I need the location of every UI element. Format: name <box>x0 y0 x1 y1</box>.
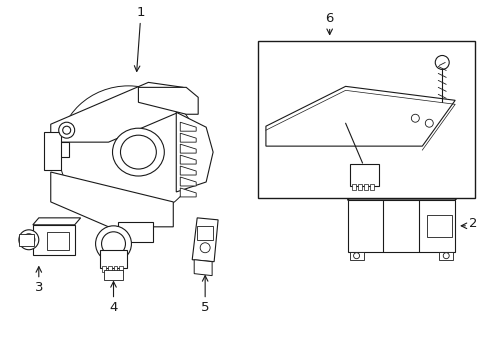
Bar <box>47 232 69 250</box>
Bar <box>101 266 105 272</box>
Bar <box>114 266 118 272</box>
Text: 1: 1 <box>136 6 145 19</box>
Polygon shape <box>119 222 153 242</box>
Bar <box>197 226 213 240</box>
Text: 4: 4 <box>109 301 118 314</box>
Ellipse shape <box>113 128 164 176</box>
Bar <box>352 184 356 190</box>
Ellipse shape <box>121 135 156 169</box>
Polygon shape <box>266 86 455 146</box>
Ellipse shape <box>354 253 360 259</box>
Text: 3: 3 <box>35 281 43 294</box>
Bar <box>364 184 368 190</box>
Bar <box>369 184 373 190</box>
Bar <box>347 200 455 252</box>
Ellipse shape <box>443 253 449 259</box>
Polygon shape <box>51 82 183 142</box>
Ellipse shape <box>101 232 125 256</box>
Polygon shape <box>44 132 61 170</box>
Ellipse shape <box>91 116 166 188</box>
Polygon shape <box>176 112 213 192</box>
Polygon shape <box>180 166 196 175</box>
Bar <box>99 250 127 268</box>
Polygon shape <box>180 155 196 164</box>
Polygon shape <box>33 218 81 225</box>
Ellipse shape <box>26 237 32 243</box>
Ellipse shape <box>19 230 39 250</box>
Text: 5: 5 <box>201 301 209 314</box>
Polygon shape <box>180 177 196 186</box>
Bar <box>358 184 362 190</box>
Bar <box>107 266 112 272</box>
Ellipse shape <box>200 243 210 253</box>
Ellipse shape <box>425 119 433 127</box>
Bar <box>258 41 475 198</box>
Bar <box>103 270 123 280</box>
Ellipse shape <box>63 126 71 134</box>
Bar <box>33 225 74 255</box>
Polygon shape <box>180 133 196 142</box>
Ellipse shape <box>59 86 198 219</box>
Ellipse shape <box>435 55 449 69</box>
Polygon shape <box>192 218 218 262</box>
Text: 6: 6 <box>325 12 334 25</box>
Ellipse shape <box>98 124 158 180</box>
Ellipse shape <box>23 234 35 246</box>
Bar <box>19 234 34 246</box>
Polygon shape <box>138 87 198 114</box>
Ellipse shape <box>59 122 74 138</box>
Ellipse shape <box>96 226 131 262</box>
Bar <box>439 252 453 260</box>
Polygon shape <box>347 190 465 200</box>
Ellipse shape <box>412 114 419 122</box>
Ellipse shape <box>83 109 174 195</box>
Polygon shape <box>51 172 173 227</box>
Text: 2: 2 <box>469 217 477 230</box>
Polygon shape <box>180 188 196 197</box>
Bar <box>349 252 364 260</box>
Bar <box>427 215 452 237</box>
Polygon shape <box>194 260 212 276</box>
Polygon shape <box>180 122 196 131</box>
Bar <box>349 164 379 186</box>
Polygon shape <box>180 144 196 153</box>
Ellipse shape <box>67 94 190 211</box>
Ellipse shape <box>74 101 182 203</box>
Polygon shape <box>49 142 69 157</box>
Bar <box>120 266 123 272</box>
